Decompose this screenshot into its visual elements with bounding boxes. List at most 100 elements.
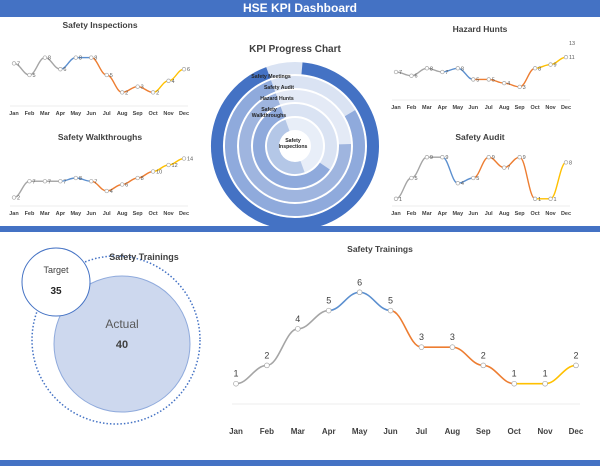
x-tick-label: May — [352, 427, 368, 436]
x-tick-label: Dec — [179, 211, 189, 217]
data-label: 1 — [233, 369, 238, 379]
line-chart-inspections: 7 5 8 6 8 8 5 2 3 2 4 6 Jan Feb Mar Apr May Jun Jul Aug Sep O… — [9, 55, 190, 117]
data-point — [166, 78, 171, 83]
data-point — [264, 362, 270, 369]
series-line-segment — [395, 177, 412, 200]
data-point — [455, 181, 460, 186]
data-point — [42, 55, 48, 60]
data-label: 7 — [399, 70, 402, 76]
series-line-segment — [266, 328, 299, 367]
radial-ring-label: Safety Walkthroughs — [252, 107, 287, 119]
radial-ring-label: Safety Meetings — [251, 74, 291, 80]
data-point — [532, 196, 538, 201]
x-tick-label: Sep — [133, 211, 144, 217]
series-line-segment — [550, 161, 567, 200]
data-label: 2 — [481, 350, 486, 360]
data-point — [89, 179, 94, 184]
target-label: Target — [43, 265, 69, 275]
data-point — [486, 155, 491, 160]
chart-title-inspections: Safety Inspections — [62, 20, 138, 30]
x-tick-label: Apr — [438, 105, 448, 111]
series-line-segment — [518, 156, 536, 200]
x-tick-label: Jun — [468, 211, 478, 217]
data-point — [532, 66, 538, 71]
data-point — [440, 155, 445, 160]
x-tick-label: Nov — [545, 211, 556, 217]
x-tick-label: Feb — [25, 211, 35, 217]
data-label: 3 — [141, 85, 144, 91]
data-point — [480, 362, 487, 369]
data-label: 3 — [419, 332, 424, 342]
series-line-segment — [235, 364, 268, 385]
data-label: 11 — [569, 55, 575, 61]
data-point — [424, 155, 430, 160]
gauge-title: Safety Trainings — [109, 252, 179, 262]
x-tick-label: Jul — [416, 427, 428, 436]
actual-value: 40 — [116, 339, 128, 351]
data-point — [393, 69, 399, 75]
series-line-segment — [452, 346, 484, 367]
data-point — [166, 162, 171, 168]
x-tick-label: Nov — [163, 111, 174, 117]
target-value: 35 — [50, 286, 62, 297]
data-label: 4 — [295, 314, 300, 324]
data-point — [73, 175, 78, 181]
data-point — [563, 54, 569, 60]
x-tick-label: Jan — [391, 105, 401, 111]
x-tick-label: Jul — [103, 211, 111, 217]
data-label: 9 — [445, 155, 448, 161]
data-point — [135, 175, 140, 181]
data-label: 5 — [326, 296, 331, 306]
x-tick-label: Oct — [508, 427, 522, 436]
dashboard-title: HSE KPI Dashboard — [0, 0, 600, 17]
data-label: 14 — [187, 157, 193, 163]
data-point — [104, 72, 109, 78]
data-label: 8 — [538, 66, 541, 72]
data-point — [11, 61, 17, 66]
series-line-segment — [483, 364, 515, 385]
x-tick-label: Mar — [422, 105, 433, 111]
x-tick-label: Nov — [163, 211, 174, 217]
data-label: 8 — [79, 56, 82, 62]
data-point — [150, 169, 156, 174]
x-tick-label: Jan — [9, 211, 19, 217]
data-label: 5 — [32, 73, 35, 79]
chart-title-audit: Safety Audit — [455, 132, 505, 142]
data-label: 1 — [554, 197, 557, 203]
x-tick-label: Nov — [545, 105, 556, 111]
data-point — [120, 182, 125, 187]
data-point — [11, 195, 17, 200]
line-chart-hazard: 7 6 8 7 8 5 5 4 3 8 9 11 Jan Feb Mar Apr May Jun Jul Aug Sep… — [391, 41, 575, 111]
x-tick-label: Aug — [499, 105, 510, 111]
data-point — [150, 90, 156, 95]
data-label: 7 — [48, 179, 51, 185]
data-label: 7 — [17, 61, 20, 67]
data-label: 6 — [63, 67, 66, 73]
data-point — [73, 55, 78, 60]
data-label: 7 — [63, 179, 66, 185]
data-point — [295, 326, 301, 332]
data-label: 6 — [357, 277, 362, 287]
data-label: 2 — [17, 196, 20, 202]
x-tick-label: Jun — [86, 211, 96, 217]
actual-circle — [53, 275, 191, 413]
footer-bar — [0, 460, 600, 466]
data-point — [42, 179, 48, 184]
data-label: 9 — [554, 63, 557, 69]
radial-ring-label: Safety Audit — [264, 85, 294, 91]
data-label: 1 — [512, 369, 517, 379]
x-tick-label: Mar — [422, 211, 433, 217]
x-tick-label: Oct — [149, 211, 158, 217]
x-tick-label: Aug — [117, 111, 128, 117]
x-tick-label: Sep — [515, 211, 526, 217]
actual-label: Actual — [105, 317, 138, 331]
x-tick-label: May — [70, 211, 82, 217]
data-point — [325, 307, 332, 314]
data-label: 4 — [507, 81, 510, 87]
data-label: 3 — [450, 332, 455, 342]
data-point — [542, 380, 548, 387]
radial-progress-arc — [253, 106, 330, 188]
data-label: 7 — [32, 179, 35, 185]
x-tick-label: Apr — [322, 427, 336, 436]
data-label: 4 — [461, 181, 464, 187]
